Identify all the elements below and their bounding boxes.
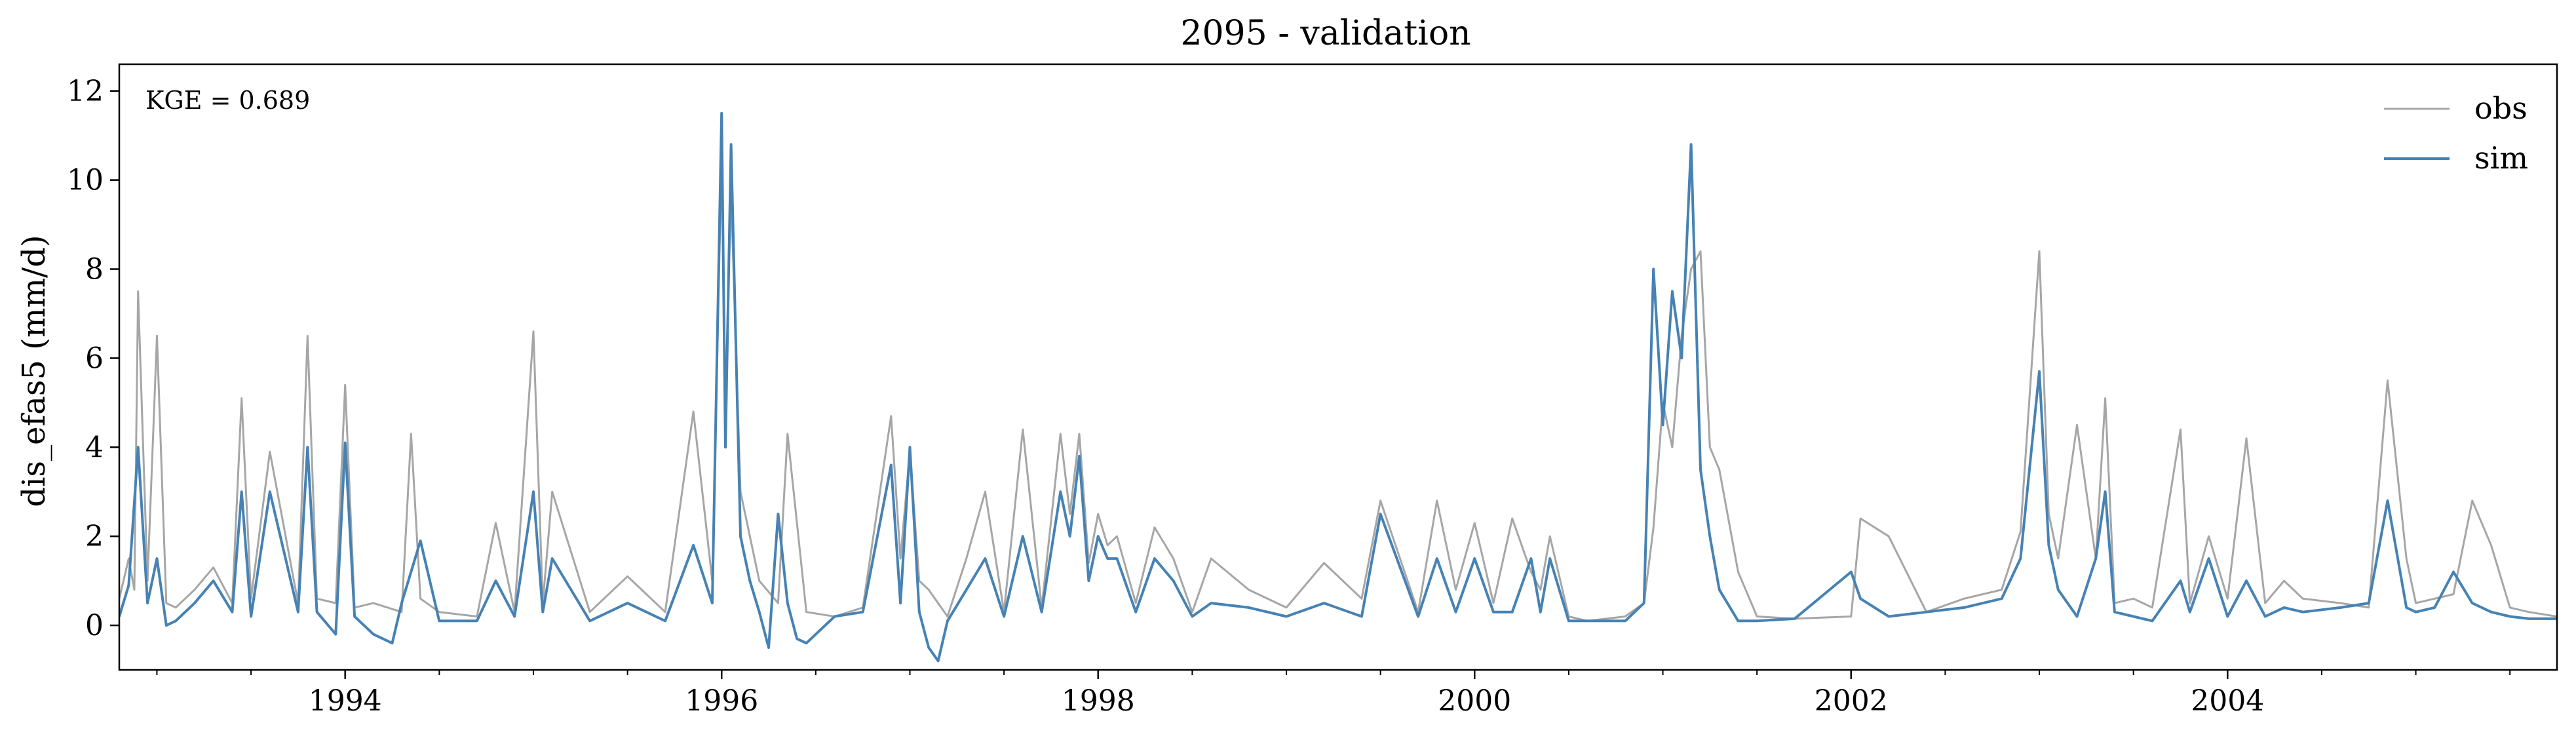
kge-annotation: KGE = 0.689	[145, 86, 310, 115]
series-line-obs	[119, 157, 2557, 622]
x-tick-label: 2000	[1438, 684, 1511, 718]
y-tick-label: 6	[85, 342, 104, 375]
axes: 0 2 4 6 8 10 12 1994 1996 1998 2000 2002 2004	[67, 63, 2558, 718]
x-tick-label: 2004	[2191, 684, 2264, 718]
x-tick-label: 1998	[1062, 684, 1135, 718]
y-tick-label: 2	[85, 520, 104, 553]
legend-label-obs: obs	[2474, 90, 2528, 126]
x-tick-label: 2002	[1815, 684, 1888, 718]
y-tick-label: 0	[85, 609, 104, 642]
chart-title: 2095 - validation	[1180, 14, 1471, 53]
y-tick-label: 10	[67, 164, 104, 197]
y-tick-label: 4	[85, 431, 104, 464]
y-tick-label: 12	[67, 75, 104, 108]
x-tick-label: 1994	[309, 684, 382, 718]
plot-area	[119, 111, 2557, 663]
axes-frame	[118, 63, 2558, 671]
series-line-sim	[119, 111, 2557, 663]
legend-label-sim: sim	[2474, 140, 2528, 176]
y-axis-label: dis_efas5 (mm/d)	[16, 235, 52, 507]
x-tick-label: 1996	[685, 684, 758, 718]
legend: obs sim	[2384, 90, 2528, 176]
y-tick-label: 8	[85, 253, 104, 286]
